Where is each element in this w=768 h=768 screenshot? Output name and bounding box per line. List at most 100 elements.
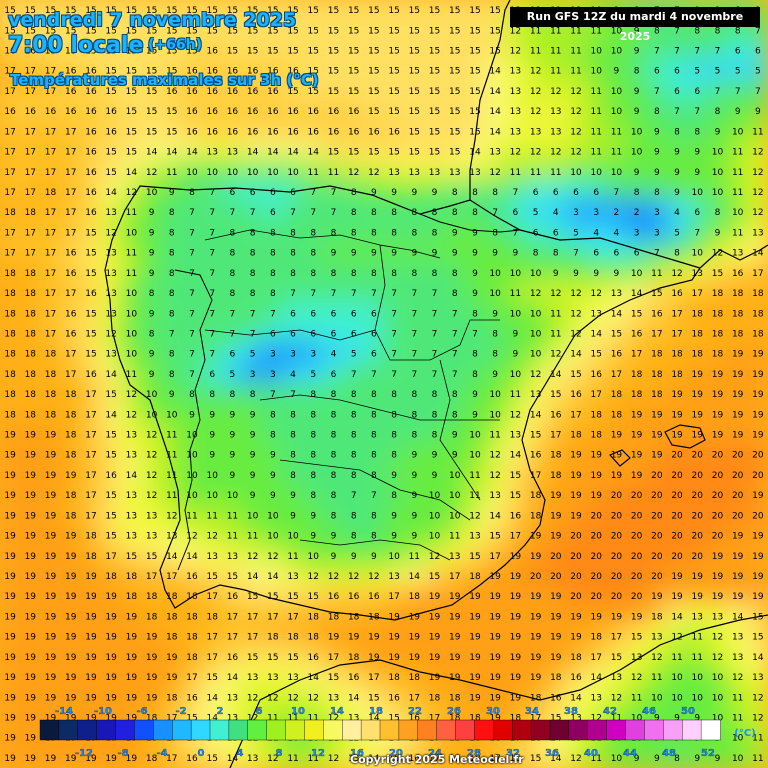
temperature-cell [240, 18, 265, 43]
temperature-value: 10 [227, 168, 239, 178]
temperature-cell [200, 99, 225, 124]
temperature-value: 14 [489, 67, 501, 77]
temperature-value: 18 [85, 532, 97, 542]
temperature-cell [179, 260, 205, 285]
temperature-value: 13 [126, 511, 137, 521]
temperature-value: 11 [590, 107, 601, 117]
temperature-value: 6 [209, 370, 215, 380]
temperature-cell [200, 38, 225, 63]
temperature-value: 5 [715, 67, 721, 77]
temperature-cell [280, 0, 306, 23]
temperature-value: 19 [45, 532, 57, 542]
temperature-value: 7 [411, 370, 417, 380]
temperature-value: 15 [449, 6, 460, 16]
temperature-cell [523, 119, 548, 144]
temperature-value: 13 [287, 572, 298, 582]
temperature-value: 12 [570, 87, 581, 97]
temperature-value: 17 [25, 168, 36, 178]
temperature-cell [664, 159, 690, 184]
temperature-value: 16 [65, 107, 77, 117]
temperature-value: 9 [230, 451, 236, 461]
temperature-cell [99, 179, 124, 205]
legend-bottom-label: 36 [545, 748, 559, 759]
temperature-cell [745, 139, 768, 164]
temperature-value: 13 [712, 612, 723, 622]
temperature-value: 7 [189, 228, 195, 238]
legend-swatch [625, 719, 646, 741]
temperature-cell [644, 139, 669, 164]
temperature-value: 8 [654, 26, 660, 36]
temperature-value: 13 [530, 390, 541, 400]
temperature-value: 19 [45, 653, 57, 663]
temperature-cell [442, 179, 467, 205]
temperature-value: 18 [25, 350, 37, 360]
temperature-value: 10 [712, 168, 724, 178]
temperature-value: 7 [411, 289, 417, 299]
temperature-value: 16 [105, 127, 117, 137]
temperature-value: 18 [146, 592, 158, 602]
legend-swatch [512, 719, 532, 741]
temperature-cell [705, 280, 730, 306]
temperature-cell [260, 58, 285, 83]
temperature-value: 17 [45, 168, 56, 178]
temperature-cell [644, 260, 669, 285]
temperature-value: 14 [166, 148, 178, 158]
temperature-value: 8 [371, 431, 377, 441]
temperature-value: 7 [209, 350, 215, 360]
temperature-value: 8 [432, 269, 438, 279]
temperature-value: 15 [85, 350, 96, 360]
temperature-value: 13 [105, 208, 116, 218]
temperature-cell [99, 159, 124, 184]
temperature-value: 19 [449, 592, 461, 602]
temperature-cell [200, 280, 225, 306]
temperature-value: 8 [371, 451, 377, 461]
temperature-value: 9 [351, 249, 357, 259]
temperature-value: 19 [651, 592, 663, 602]
temperature-cell [745, 58, 768, 83]
temperature-value: 15 [489, 26, 500, 36]
temperature-value: 15 [126, 148, 137, 158]
temperature-value: 18 [712, 289, 724, 299]
temperature-value: 10 [631, 127, 643, 137]
temperature-cell [260, 78, 285, 104]
temperature-value: 19 [651, 451, 663, 461]
temperature-cell [99, 200, 124, 225]
temperature-value: 19 [510, 653, 522, 663]
legend-top-label: 10 [291, 706, 305, 717]
legend-swatch [549, 719, 570, 741]
temperature-value: 12 [510, 410, 521, 420]
temperature-cell [422, 99, 447, 124]
temperature-value: 7 [411, 350, 417, 360]
temperature-value: 5 [573, 228, 579, 238]
temperature-cell [685, 78, 710, 104]
temperature-cell [220, 139, 245, 164]
temperature-cell [584, 99, 609, 124]
temperature-value: 16 [227, 107, 239, 117]
temperature-value: 8 [230, 228, 236, 238]
temperature-value: 9 [553, 269, 559, 279]
temperature-cell [644, 119, 669, 144]
temperature-value: 19 [550, 612, 562, 622]
temperature-cell [361, 99, 386, 124]
temperature-value: 8 [250, 289, 256, 299]
temperature-value: 11 [328, 168, 339, 178]
run-info-box: Run GFS 12Z du mardi 4 novembre 2025 [510, 7, 760, 43]
temperature-value: 16 [85, 127, 97, 137]
temperature-cell [664, 200, 690, 225]
temperature-value: 11 [126, 249, 137, 259]
temperature-value: 18 [166, 612, 178, 622]
temperature-value: 20 [611, 491, 623, 501]
temperature-value: 9 [411, 532, 417, 542]
temperature-value: 19 [590, 451, 602, 461]
temperature-value: 9 [513, 329, 519, 339]
temperature-value: 18 [611, 390, 623, 400]
temperature-value: 18 [65, 491, 77, 501]
temperature-value: 19 [570, 612, 582, 622]
temperature-value: 16 [328, 127, 340, 137]
temperature-cell [382, 220, 407, 245]
temperature-value: 19 [692, 592, 704, 602]
temperature-value: 15 [429, 6, 440, 16]
temperature-value: 7 [189, 370, 195, 380]
temperature-value: 17 [146, 572, 157, 582]
temperature-cell [341, 0, 366, 23]
